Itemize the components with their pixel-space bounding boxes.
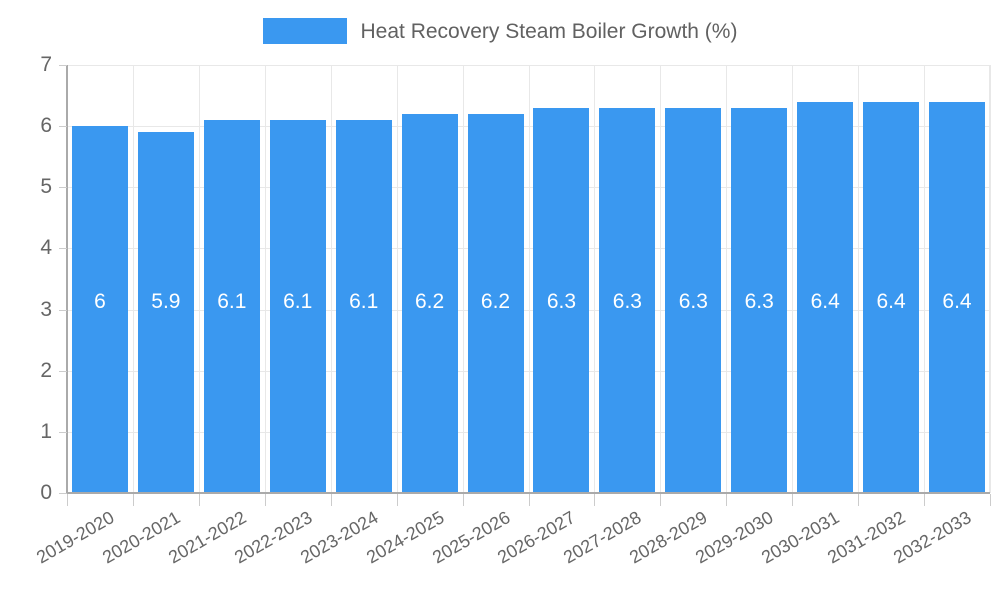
bar[interactable]: 6 [71,126,128,493]
bar-value-label: 6.4 [876,290,906,314]
bar-value-label: 6.2 [480,290,511,314]
x-tick-mark [792,494,794,506]
gridline-vertical [330,65,332,493]
bar-value-label: 6.3 [546,290,577,314]
bar-value-label: 6.4 [942,290,972,314]
gridline-vertical [198,65,200,493]
bar[interactable]: 6.3 [599,107,656,493]
y-tick-mark [59,187,67,189]
bar[interactable]: 6.3 [533,107,590,493]
y-tick-mark [59,370,67,372]
gridline-vertical [264,65,266,493]
bar[interactable]: 6.2 [467,113,524,493]
bar-value-label: 6.2 [414,290,445,314]
bar-value-label: 6.1 [349,290,379,314]
plot-area: 6 5.9 6.1 6.1 6.1 6.2 6.2 6.3 6.3 6.3 6.3 6.4 6.4 6.4 [67,65,991,494]
bar-value-label: 6 [94,290,106,314]
x-tick-mark [462,494,464,506]
bar-value-label: 6.3 [744,290,774,314]
y-tick-label: 4 [40,236,52,260]
x-tick-mark [264,494,266,506]
y-tick-mark [59,309,67,311]
x-tick-mark [726,494,728,506]
gridline-vertical [528,65,530,493]
x-tick-mark [858,494,860,506]
bar[interactable]: 6.3 [665,107,722,493]
bar[interactable]: 6.4 [797,101,854,493]
y-tick-mark [59,126,67,128]
x-tick-mark [594,494,596,506]
x-tick-mark [198,494,200,506]
bar[interactable]: 6.4 [929,101,986,493]
bar-value-label: 5.9 [151,290,181,314]
bar-value-label: 6.1 [283,290,313,314]
bar[interactable]: 5.9 [137,132,194,493]
x-tick-mark [924,494,926,506]
gridline-vertical [924,65,926,493]
gridline-vertical [396,65,398,493]
x-tick-mark [660,494,662,506]
bar-value-label: 6.1 [217,290,247,314]
gridline-vertical [660,65,662,493]
bar[interactable]: 6.1 [335,120,392,493]
y-tick-label: 0 [40,481,52,504]
x-tick-mark [528,494,530,506]
gridline-vertical [858,65,860,493]
gridline-vertical [594,65,596,493]
x-tick-mark [396,494,398,506]
x-tick-mark [990,494,991,506]
y-tick-label: 5 [40,175,52,199]
bar[interactable]: 6.4 [863,101,920,493]
bar[interactable]: 6.2 [401,113,458,493]
y-axis-line [66,65,68,494]
gridline-vertical [990,65,991,493]
gridline-vertical [132,65,134,493]
bar-value-label: 6.4 [810,290,840,314]
gridline-vertical [792,65,794,493]
legend-label: Heat Recovery Steam Boiler Growth (%) [360,19,738,43]
y-tick-mark [59,493,67,494]
y-tick-mark [59,431,67,433]
bar[interactable]: 6.3 [731,107,788,493]
bar[interactable]: 6.1 [203,120,260,493]
y-tick-label: 7 [40,53,52,76]
x-tick-mark [132,494,134,506]
x-axis-line [67,492,990,494]
gridline-vertical [462,65,464,493]
plot-right-border [989,65,990,493]
bar[interactable]: 6.1 [269,120,326,493]
chart-legend[interactable]: Heat Recovery Steam Boiler Growth (%) [0,10,1000,52]
y-tick-label: 2 [40,358,52,382]
bar-value-label: 6.3 [678,290,708,314]
x-tick-mark [330,494,332,506]
y-tick-label: 6 [40,114,52,138]
y-tick-label: 3 [40,297,52,321]
bar-value-label: 6.3 [612,290,642,314]
x-tick-mark [67,494,68,506]
gridline-vertical [726,65,728,493]
legend-color-swatch[interactable] [262,18,347,44]
y-tick-label: 1 [40,419,52,443]
y-tick-mark [59,248,67,250]
y-tick-mark [59,65,67,66]
